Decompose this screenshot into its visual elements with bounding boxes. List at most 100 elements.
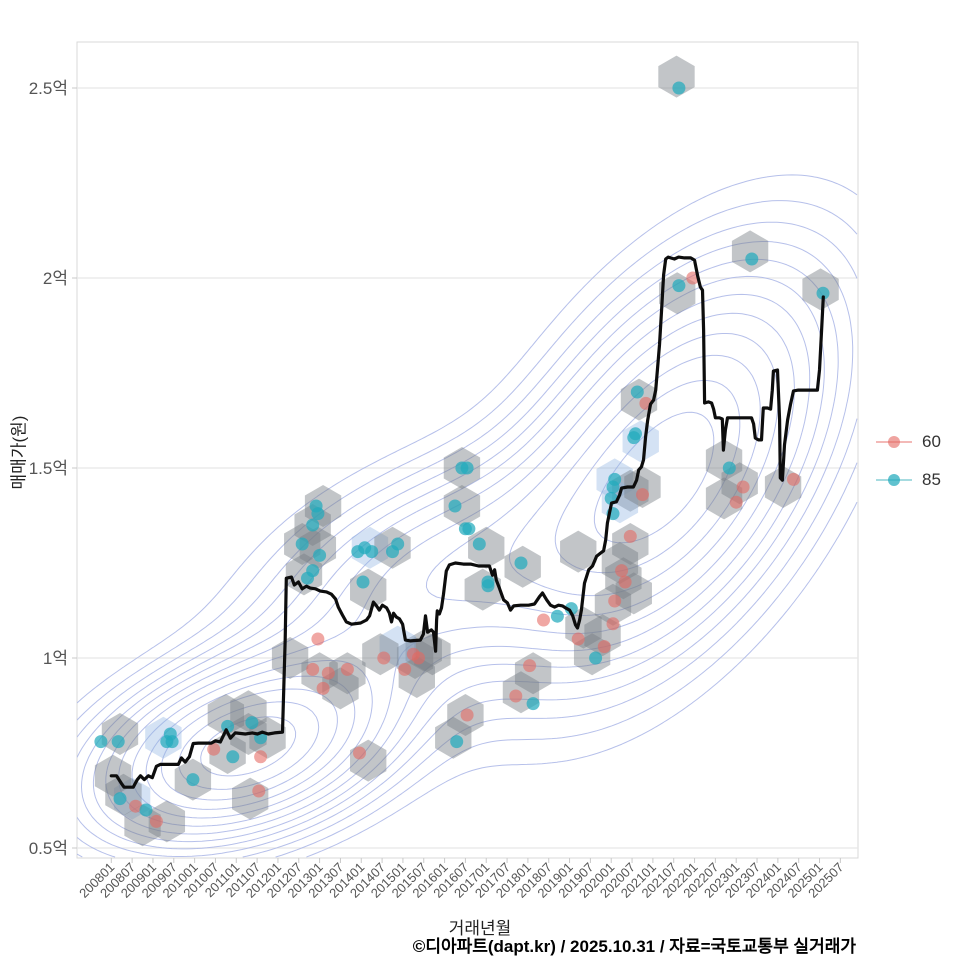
y-tick-label: 1.5억 [29, 459, 68, 478]
x-axis-title: 거래년월 [448, 919, 512, 938]
hexbin-cell [414, 633, 451, 676]
legend-item-85[interactable]: 85 [874, 466, 941, 494]
legend: 60 85 [874, 428, 941, 504]
point-85 [448, 499, 462, 513]
hexbin-cell [301, 652, 338, 695]
point-60 [129, 799, 143, 813]
median-price-line [109, 255, 825, 789]
series-85-points [94, 81, 830, 817]
point-85 [672, 279, 686, 293]
point-60 [306, 662, 320, 676]
point-60 [460, 708, 474, 722]
point-85 [816, 286, 830, 300]
point-60 [149, 814, 163, 828]
point-60 [254, 750, 268, 764]
hexbin-cell [705, 477, 743, 520]
point-85 [226, 750, 240, 764]
density-contour [131, 333, 779, 819]
point-85 [306, 518, 320, 532]
point-60 [608, 594, 622, 608]
point-60 [252, 784, 266, 798]
point-60 [729, 495, 743, 509]
hexbin-cell [658, 55, 695, 98]
density-contour [92, 275, 825, 843]
y-tick-label: 0.5억 [29, 839, 68, 858]
point-85 [745, 252, 759, 266]
hexbin-cell [659, 272, 696, 315]
point-85 [111, 735, 125, 749]
point-85 [450, 735, 464, 749]
point-85 [356, 575, 370, 589]
point-60 [353, 746, 366, 760]
point-85 [313, 548, 327, 562]
point-60 [377, 651, 391, 665]
legend-marker-85 [876, 474, 912, 486]
point-85 [564, 602, 578, 616]
density-contour [77, 200, 858, 858]
hexbin-cell [468, 526, 505, 569]
point-85 [550, 609, 564, 623]
point-60 [311, 632, 325, 646]
point-60 [340, 662, 354, 676]
hexbin-cell [101, 713, 139, 755]
point-60 [736, 480, 750, 494]
legend-label: 85 [922, 470, 941, 489]
point-85 [186, 773, 200, 787]
point-60 [537, 613, 550, 627]
point-60 [597, 640, 611, 654]
hexbin-cell [443, 485, 481, 527]
point-85 [460, 461, 474, 475]
legend-item-60[interactable]: 60 [874, 428, 941, 456]
hexbin-cell [207, 694, 245, 736]
plot-area [76, 41, 859, 859]
point-60 [636, 488, 649, 502]
legend-label: 60 [922, 432, 941, 451]
point-60 [606, 617, 620, 631]
point-60 [316, 681, 330, 695]
point-85 [391, 537, 405, 551]
density-contour [77, 221, 858, 858]
point-85 [672, 81, 686, 95]
point-85 [627, 431, 641, 445]
point-85 [606, 480, 620, 494]
density-contour [160, 380, 741, 801]
point-85 [139, 803, 153, 817]
y-tick-label: 2억 [43, 269, 68, 288]
point-60 [509, 689, 523, 703]
point-60 [787, 472, 800, 486]
hexbin-cell [148, 800, 186, 843]
y-axis-title: 매매가(원) [9, 415, 29, 490]
hexbin-cell [124, 804, 161, 847]
hexbin-cell [249, 716, 286, 759]
y-tick-labels: 0.5억 1억 1.5억 2억 2.5억 [29, 79, 68, 858]
point-85 [301, 571, 314, 585]
hexbin-cell [601, 542, 639, 584]
point-60 [321, 666, 335, 680]
series-60-points [129, 271, 800, 828]
density-contour [77, 241, 854, 857]
footer-credit: ©디아파트(dapt.kr) / 2025.10.31 / 자료=국토교통부 실… [412, 937, 856, 956]
density-contour [77, 174, 858, 858]
point-85 [462, 522, 476, 536]
point-60 [412, 651, 425, 665]
hexbin-cell [612, 523, 649, 565]
point-60 [571, 632, 585, 646]
hexbin-cell [271, 637, 309, 679]
point-85 [589, 651, 603, 665]
point-60 [398, 662, 412, 676]
hexbin-cell [560, 530, 597, 573]
point-85 [481, 579, 495, 593]
y-tick-label: 2.5억 [29, 79, 68, 98]
point-60 [618, 575, 632, 589]
legend-marker-60 [876, 436, 912, 448]
point-85 [165, 735, 179, 749]
point-85 [94, 735, 108, 749]
point-85 [365, 545, 379, 559]
point-85 [630, 385, 644, 399]
point-85 [295, 537, 309, 551]
hexbin-cell [731, 230, 769, 273]
x-tick-labels: 2008012008072009012009072010012010072011… [76, 858, 846, 901]
point-85 [113, 792, 127, 806]
point-85 [311, 507, 325, 521]
